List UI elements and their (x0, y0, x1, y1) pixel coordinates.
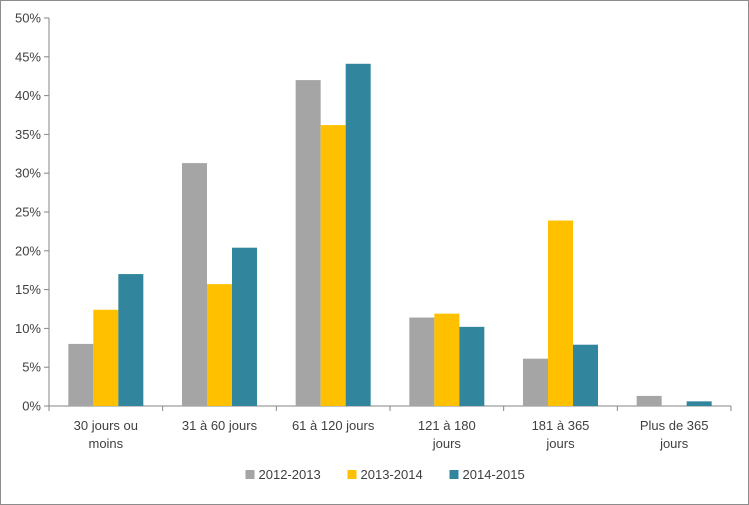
y-tick-label: 40% (15, 88, 41, 103)
legend-label: 2014-2015 (463, 467, 525, 482)
bar-2014-2015-2 (232, 247, 257, 406)
y-tick-label: 10% (15, 321, 41, 336)
y-tick-label: 0% (22, 399, 41, 414)
y-tick-label: 30% (15, 166, 41, 181)
legend-label: 2012-2013 (259, 467, 321, 482)
chart-bars (68, 63, 712, 407)
bar-2012-2013-3 (295, 80, 321, 406)
bar-2014-2015-4 (459, 326, 485, 406)
x-tick-label: 31 à 60 jours (182, 418, 258, 433)
bar-2012-2013-2 (182, 163, 207, 406)
bar-2013-2014-3 (320, 125, 346, 406)
bar-2013-2014-5 (548, 220, 573, 406)
bar-2013-2014-1 (93, 309, 119, 406)
chart-legend: 2012-2013 2013-2014 2014-2015 (245, 467, 525, 482)
legend-swatch-2014-2015 (449, 470, 459, 479)
y-tick-label: 20% (15, 243, 41, 258)
y-tick-label: 35% (15, 127, 41, 142)
y-tick-label: 25% (15, 205, 41, 220)
bar-2014-2015-6 (686, 401, 712, 406)
y-axis-labels: 0% 5% 10% 15% 20% 25% 30% 35% 40% 45% 50% (15, 11, 41, 414)
x-tick-label: 30 jours ou moins (74, 418, 138, 451)
legend-swatch-2013-2014 (347, 470, 357, 479)
x-tick-label: 121 à 180 jours (418, 418, 476, 451)
bar-2013-2014-2 (207, 284, 232, 406)
bar-2014-2015-5 (573, 344, 598, 406)
y-tick-label: 15% (15, 282, 41, 297)
bar-2012-2013-6 (636, 395, 662, 406)
y-tick-label: 45% (15, 49, 41, 64)
x-axis-labels: 30 jours ou moins 31 à 60 jours 61 à 120 jo… (74, 418, 709, 451)
y-tick-label: 5% (22, 360, 41, 375)
bar-2012-2013-1 (68, 343, 94, 406)
bar-2014-2015-3 (345, 63, 371, 407)
legend-label: 2013-2014 (361, 467, 423, 482)
bar-2013-2014-4 (434, 313, 460, 406)
bar-2014-2015-1 (118, 274, 144, 406)
x-tick-label: Plus de 365 jours (640, 418, 709, 451)
bar-2012-2013-4 (409, 317, 435, 406)
x-tick-label: 61 à 120 jours (292, 418, 375, 433)
legend-swatch-2012-2013 (245, 470, 255, 479)
bar-2012-2013-5 (523, 358, 548, 406)
x-tick-label: 181 à 365 jours (532, 418, 590, 451)
y-tick-label: 50% (15, 11, 41, 26)
chart-axes (44, 17, 732, 411)
